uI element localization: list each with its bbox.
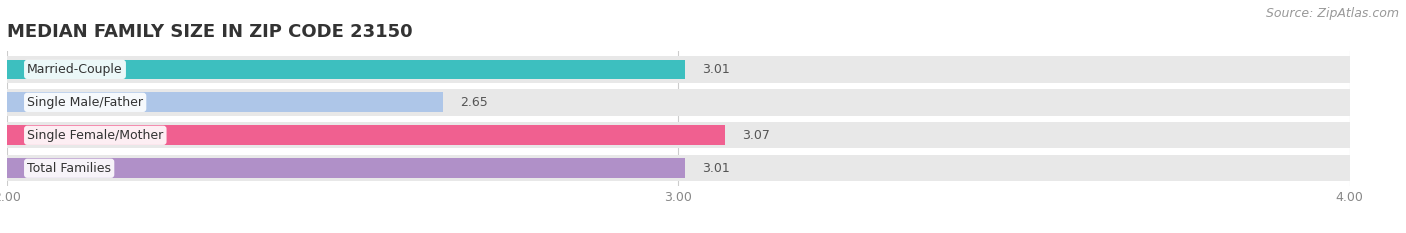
Bar bbox=[7, 155, 1350, 182]
Bar bbox=[7, 122, 1350, 148]
Bar bbox=[7, 89, 1350, 116]
Bar bbox=[7, 158, 685, 178]
Text: Married-Couple: Married-Couple bbox=[27, 63, 122, 76]
Text: 2.65: 2.65 bbox=[460, 96, 488, 109]
Text: Total Families: Total Families bbox=[27, 162, 111, 175]
Bar bbox=[7, 56, 1350, 82]
Text: Single Female/Mother: Single Female/Mother bbox=[27, 129, 163, 142]
Bar bbox=[7, 125, 725, 145]
Text: 3.07: 3.07 bbox=[742, 129, 770, 142]
Text: 3.01: 3.01 bbox=[702, 162, 730, 175]
Text: MEDIAN FAMILY SIZE IN ZIP CODE 23150: MEDIAN FAMILY SIZE IN ZIP CODE 23150 bbox=[7, 23, 412, 41]
Text: Source: ZipAtlas.com: Source: ZipAtlas.com bbox=[1265, 7, 1399, 20]
Text: 3.01: 3.01 bbox=[702, 63, 730, 76]
Text: Single Male/Father: Single Male/Father bbox=[27, 96, 143, 109]
Bar bbox=[7, 93, 443, 112]
Bar bbox=[7, 59, 685, 79]
